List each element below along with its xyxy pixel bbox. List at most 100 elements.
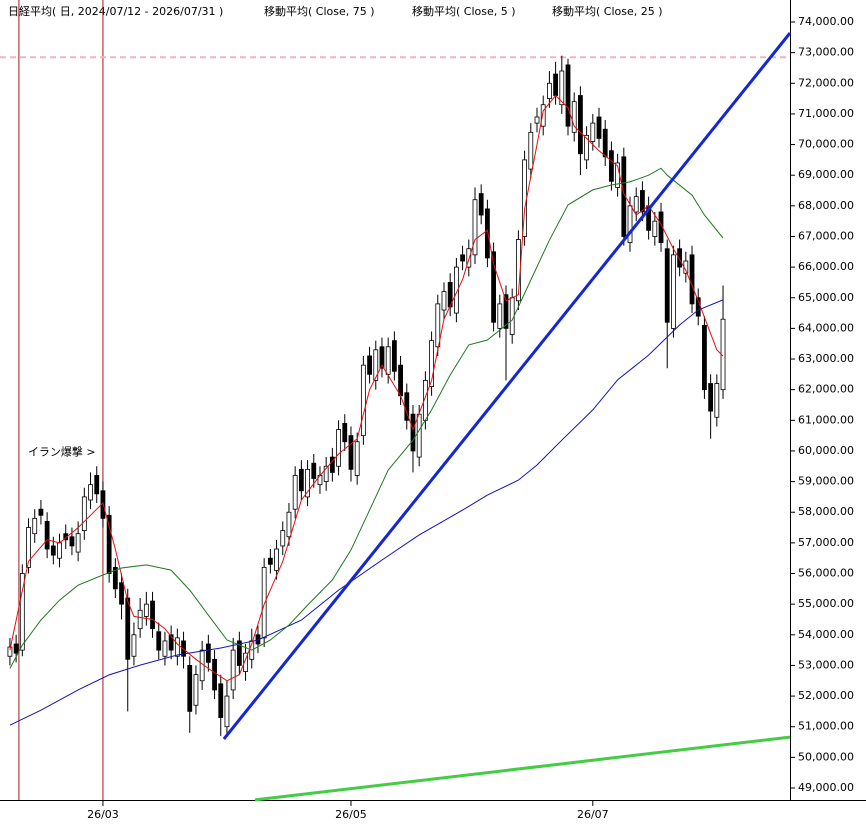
candle-body: [311, 462, 317, 479]
x-tick-label: 26/07: [577, 808, 609, 821]
trend-line: [222, 32, 792, 740]
candle-body: [708, 383, 714, 412]
candle-body: [627, 205, 633, 244]
candle-body: [323, 465, 329, 482]
y-tick-label: 53,000.00: [798, 658, 854, 671]
candle-body: [578, 95, 583, 155]
moving-average-line: [9, 167, 724, 669]
candle-body: [435, 303, 441, 348]
chart-title: 日経平均( 日, 2024/07/12 - 2026/07/31 ): [8, 5, 223, 18]
candle-body: [540, 104, 546, 127]
candle-body: [292, 475, 298, 510]
y-tick-label: 61,000.00: [798, 413, 854, 426]
candle-body: [94, 475, 100, 495]
candle-body: [677, 248, 683, 268]
candle-body: [193, 674, 199, 706]
candle-body: [236, 640, 242, 666]
candle-body: [367, 355, 372, 375]
x-tick-label: 26/03: [87, 808, 119, 821]
candle-body: [7, 646, 13, 657]
annotation: イラン爆撃 >: [28, 444, 96, 458]
candle-body: [143, 603, 149, 617]
candle-body: [168, 634, 174, 651]
moving-average-line: [9, 299, 724, 726]
candle-body: [32, 517, 38, 535]
trend-line: [254, 735, 791, 802]
y-tick-label: 68,000.00: [798, 199, 854, 212]
candle-body: [547, 82, 552, 99]
y-tick-label: 73,000.00: [798, 46, 854, 59]
y-tick-label: 63,000.00: [798, 352, 854, 365]
candle-body: [354, 441, 360, 476]
y-tick-label: 69,000.00: [798, 168, 854, 181]
candle-body: [162, 640, 168, 657]
candle-body: [336, 429, 341, 467]
candle-body: [565, 64, 571, 127]
candle-body: [88, 484, 93, 501]
candle-body: [329, 456, 335, 473]
y-tick-label: 60,000.00: [798, 444, 854, 457]
y-tick-label: 74,000.00: [798, 15, 854, 28]
candle-body: [131, 634, 137, 657]
candle-body: [26, 527, 31, 568]
candle-body: [652, 220, 658, 237]
candle-body: [503, 294, 509, 329]
candle-body: [534, 116, 540, 124]
candle-body: [602, 128, 608, 158]
y-tick-label: 56,000.00: [798, 567, 854, 580]
y-tick-label: 71,000.00: [798, 107, 854, 120]
candle-body: [298, 468, 304, 492]
candle-body: [460, 254, 465, 262]
candle-body: [391, 340, 397, 372]
legend-entry: 移動平均( Close, 25 ): [552, 4, 663, 18]
candle-body: [398, 364, 403, 397]
candle-body: [212, 658, 217, 691]
legend-entry: 移動平均( Close, 75 ): [264, 4, 375, 18]
y-tick-label: 57,000.00: [798, 536, 854, 549]
candle-body: [75, 533, 81, 553]
candle-body: [633, 196, 639, 213]
candle-body: [69, 536, 75, 547]
candle-body: [13, 643, 19, 654]
y-tick-label: 50,000.00: [798, 750, 854, 763]
candle-body: [44, 521, 50, 550]
candle-body: [497, 303, 503, 329]
candle-body: [174, 637, 180, 657]
legend-entry: 移動平均( Close, 5 ): [412, 4, 516, 18]
candle-body: [106, 514, 112, 574]
candle-body: [714, 383, 720, 418]
candle-body: [267, 557, 273, 565]
candle-body: [187, 665, 193, 712]
y-tick-label: 65,000.00: [798, 291, 854, 304]
y-tick-label: 62,000.00: [798, 383, 854, 396]
candle-body: [609, 150, 614, 182]
candle-body: [218, 683, 224, 718]
candle-body: [689, 254, 695, 305]
candle-body: [590, 122, 596, 142]
candle-body: [19, 573, 25, 651]
y-tick-label: 59,000.00: [798, 475, 854, 488]
candle-body: [584, 134, 590, 161]
y-tick-label: 55,000.00: [798, 597, 854, 610]
x-tick-label: 26/05: [335, 808, 367, 821]
candle-body: [150, 600, 155, 630]
candle-body: [571, 101, 577, 133]
candle-body: [640, 190, 645, 213]
y-tick-label: 52,000.00: [798, 689, 854, 702]
y-tick-label: 67,000.00: [798, 229, 854, 242]
candle-body: [280, 530, 286, 547]
y-tick-label: 51,000.00: [798, 720, 854, 733]
candle-body: [348, 435, 354, 470]
candle-body: [671, 254, 676, 329]
candle-body: [385, 346, 391, 375]
candle-body: [261, 566, 267, 639]
moving-average-line: [9, 94, 724, 682]
y-tick-label: 49,000.00: [798, 781, 854, 794]
y-tick-label: 72,000.00: [798, 76, 854, 89]
candle-body: [664, 248, 670, 323]
candle-body: [410, 413, 416, 452]
candle-body: [305, 468, 310, 498]
y-tick-label: 66,000.00: [798, 260, 854, 273]
